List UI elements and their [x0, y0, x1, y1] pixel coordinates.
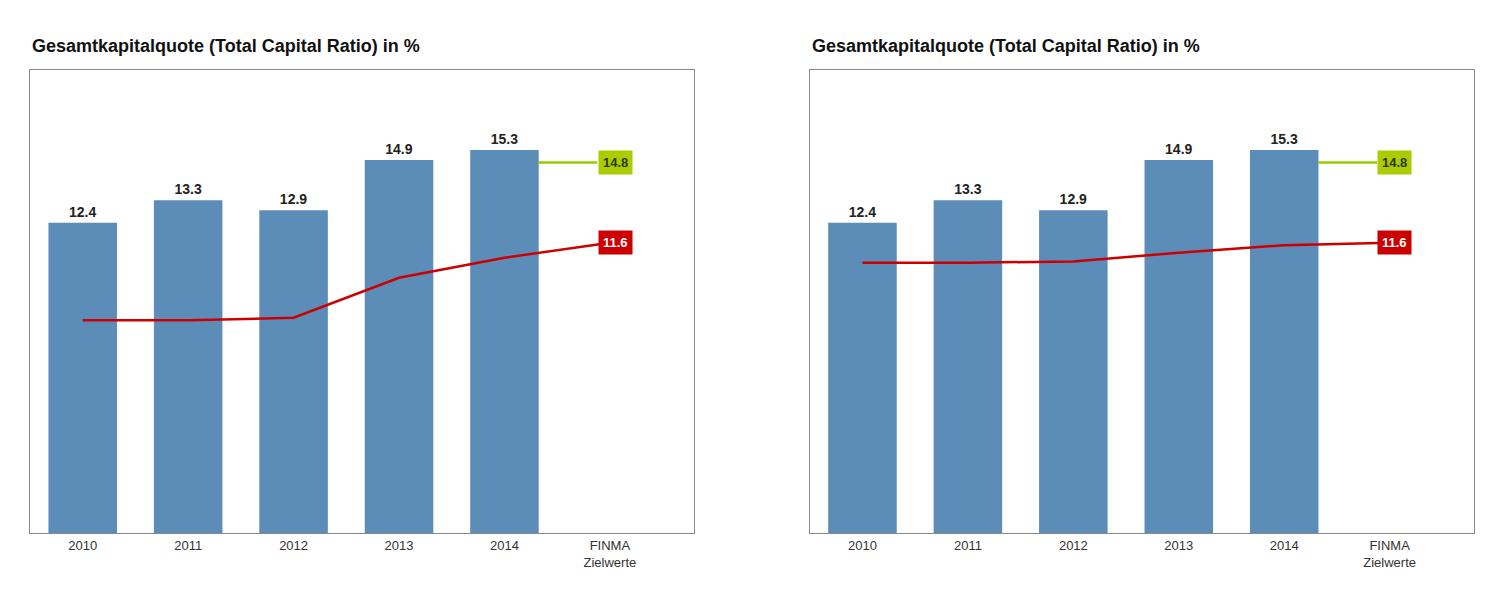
svg-text:13.3: 13.3 — [174, 181, 201, 197]
svg-text:12.4: 12.4 — [849, 204, 876, 220]
svg-text:2011: 2011 — [174, 538, 202, 553]
svg-text:15.3: 15.3 — [1270, 131, 1297, 147]
svg-text:2012: 2012 — [1059, 538, 1088, 553]
svg-text:FINMAZielwerte: FINMAZielwerte — [584, 538, 637, 570]
svg-text:2013: 2013 — [385, 538, 414, 553]
svg-text:14.8: 14.8 — [1382, 155, 1407, 170]
svg-text:2012: 2012 — [279, 538, 308, 553]
svg-text:11.6: 11.6 — [603, 235, 628, 250]
svg-text:15.3: 15.3 — [491, 131, 518, 147]
svg-text:12.9: 12.9 — [280, 191, 307, 207]
svg-text:Gesamtkapitalquote (Total Capi: Gesamtkapitalquote (Total Capital Ratio)… — [812, 36, 1200, 56]
svg-text:12.4: 12.4 — [69, 204, 96, 220]
svg-text:2010: 2010 — [68, 538, 97, 553]
svg-text:13.3: 13.3 — [954, 181, 981, 197]
svg-text:14.9: 14.9 — [385, 141, 412, 157]
svg-text:Gesamtkapitalquote (Total Capi: Gesamtkapitalquote (Total Capital Ratio)… — [32, 36, 420, 56]
svg-text:12.9: 12.9 — [1060, 191, 1087, 207]
svg-text:2011: 2011 — [954, 538, 982, 553]
svg-text:2014: 2014 — [490, 538, 519, 553]
svg-text:FINMAZielwerte: FINMAZielwerte — [1363, 538, 1416, 570]
svg-text:14.9: 14.9 — [1165, 141, 1192, 157]
svg-text:2010: 2010 — [848, 538, 877, 553]
svg-text:14.8: 14.8 — [603, 155, 628, 170]
svg-text:11.6: 11.6 — [1382, 235, 1407, 250]
svg-text:2014: 2014 — [1270, 538, 1299, 553]
svg-text:2013: 2013 — [1164, 538, 1193, 553]
